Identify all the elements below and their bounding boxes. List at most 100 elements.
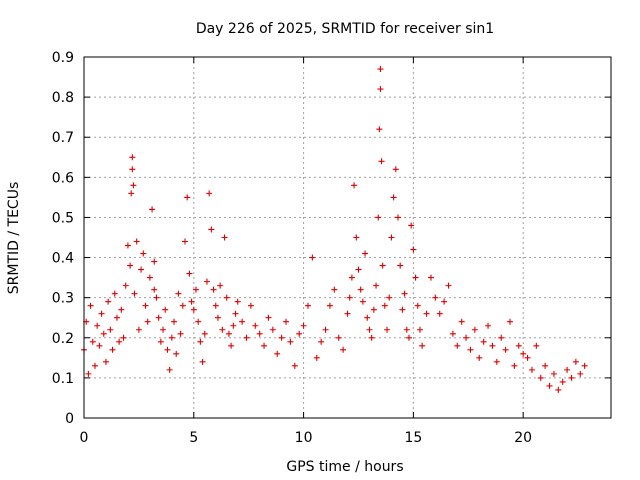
y-tick-label: 0.1 bbox=[52, 371, 74, 387]
data-point bbox=[130, 182, 137, 189]
data-point bbox=[375, 214, 382, 221]
data-point bbox=[397, 262, 404, 269]
data-point bbox=[85, 370, 92, 377]
data-point bbox=[247, 302, 254, 309]
data-point bbox=[485, 322, 492, 329]
data-point bbox=[370, 306, 377, 313]
data-point bbox=[94, 322, 101, 329]
data-point bbox=[362, 250, 369, 257]
y-tick-label: 0.3 bbox=[52, 291, 74, 307]
data-point bbox=[219, 326, 226, 333]
data-point bbox=[274, 350, 281, 357]
data-point bbox=[135, 326, 142, 333]
data-point bbox=[331, 286, 338, 293]
data-point bbox=[542, 362, 549, 369]
data-point bbox=[127, 262, 134, 269]
data-point bbox=[228, 342, 235, 349]
x-tick-label: 10 bbox=[295, 430, 313, 446]
x-tick-label: 0 bbox=[80, 430, 89, 446]
data-point bbox=[471, 326, 478, 333]
data-point bbox=[436, 310, 443, 317]
data-point bbox=[179, 302, 186, 309]
data-point bbox=[128, 190, 135, 197]
y-tick-label: 0 bbox=[65, 411, 74, 427]
data-point bbox=[214, 314, 221, 321]
data-point bbox=[392, 166, 399, 173]
data-point bbox=[559, 378, 566, 385]
data-point bbox=[493, 358, 500, 365]
data-point bbox=[344, 310, 351, 317]
data-point bbox=[304, 302, 311, 309]
data-point bbox=[581, 362, 588, 369]
data-point bbox=[269, 326, 276, 333]
data-point bbox=[395, 214, 402, 221]
y-tick-label: 0.6 bbox=[52, 170, 74, 186]
data-point bbox=[388, 234, 395, 241]
data-point bbox=[197, 338, 204, 345]
data-point bbox=[100, 330, 107, 337]
data-point bbox=[149, 206, 156, 213]
data-point bbox=[326, 302, 333, 309]
data-point bbox=[243, 334, 250, 341]
data-point bbox=[296, 330, 303, 337]
data-point bbox=[199, 358, 206, 365]
data-point bbox=[313, 354, 320, 361]
data-point bbox=[234, 298, 241, 305]
data-point bbox=[520, 350, 527, 357]
data-point bbox=[506, 318, 513, 325]
data-point bbox=[577, 370, 584, 377]
data-point bbox=[124, 242, 131, 249]
data-point bbox=[188, 298, 195, 305]
data-point bbox=[129, 154, 136, 161]
data-point bbox=[177, 330, 184, 337]
data-point bbox=[416, 326, 423, 333]
data-point bbox=[390, 194, 397, 201]
data-point bbox=[480, 338, 487, 345]
data-point bbox=[445, 282, 452, 289]
data-point bbox=[386, 294, 393, 301]
data-point bbox=[133, 238, 140, 245]
data-point bbox=[131, 290, 138, 297]
data-point bbox=[550, 370, 557, 377]
data-point bbox=[537, 374, 544, 381]
y-tick-labels: 0 0.1 0.2 0.3 0.4 0.5 0.6 0.7 0.8 0.9 bbox=[52, 50, 74, 427]
data-point bbox=[157, 338, 164, 345]
data-point bbox=[410, 246, 417, 253]
data-point bbox=[118, 306, 125, 313]
data-point bbox=[528, 366, 535, 373]
data-point bbox=[186, 270, 193, 277]
data-point bbox=[122, 282, 129, 289]
data-point bbox=[98, 310, 105, 317]
data-point bbox=[109, 346, 116, 353]
data-point bbox=[217, 282, 224, 289]
axis-ticks bbox=[83, 56, 611, 419]
data-point bbox=[151, 286, 158, 293]
data-point bbox=[201, 330, 208, 337]
data-point bbox=[412, 274, 419, 281]
data-point bbox=[463, 334, 470, 341]
data-point bbox=[113, 314, 120, 321]
data-point bbox=[221, 234, 228, 241]
data-point bbox=[357, 286, 364, 293]
x-tick-label: 15 bbox=[404, 430, 422, 446]
data-point bbox=[335, 334, 342, 341]
data-points bbox=[81, 66, 588, 393]
data-point bbox=[151, 258, 158, 265]
data-point bbox=[376, 126, 383, 133]
data-point bbox=[432, 294, 439, 301]
data-point bbox=[107, 326, 114, 333]
data-point bbox=[239, 318, 246, 325]
y-axis-label: SRMTID / TECUs bbox=[6, 182, 22, 295]
data-point bbox=[87, 302, 94, 309]
data-point bbox=[171, 318, 178, 325]
data-point bbox=[230, 322, 237, 329]
data-point bbox=[401, 290, 408, 297]
data-point bbox=[256, 330, 263, 337]
data-point bbox=[160, 326, 167, 333]
data-point bbox=[105, 298, 112, 305]
data-point bbox=[359, 298, 366, 305]
data-point bbox=[441, 298, 448, 305]
x-tick-label: 20 bbox=[514, 430, 532, 446]
y-tick-label: 0.4 bbox=[52, 251, 74, 267]
